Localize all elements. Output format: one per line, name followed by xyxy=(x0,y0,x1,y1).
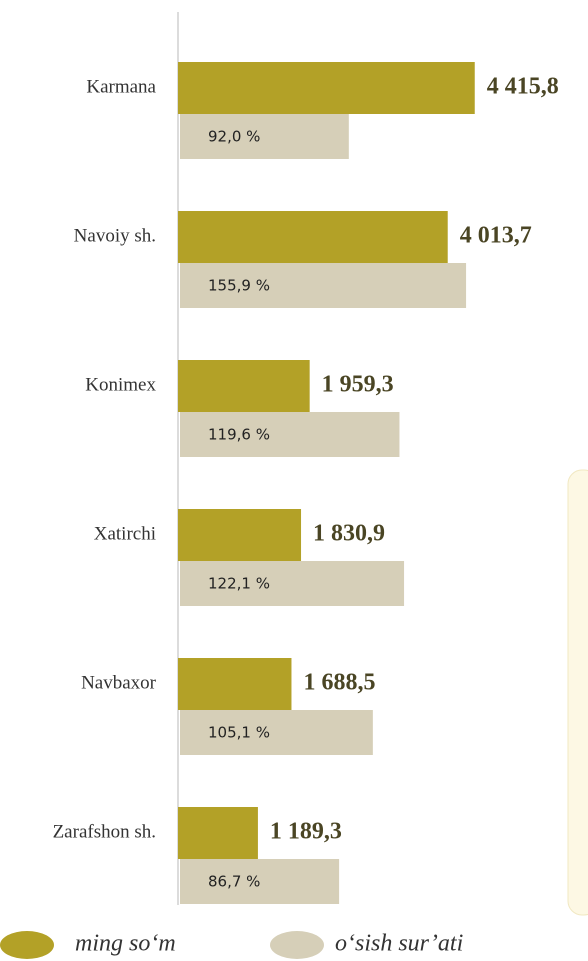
legend-label: o‘sish sur’ati xyxy=(335,931,463,957)
bar xyxy=(180,561,405,606)
value-label: 1 959,3 xyxy=(322,372,394,398)
bar xyxy=(178,360,310,412)
value-label: 92,0 % xyxy=(208,128,260,146)
bar xyxy=(180,859,340,904)
value-label: 105,1 % xyxy=(208,724,270,742)
value-label: 155,9 % xyxy=(208,277,270,295)
bar xyxy=(178,658,292,710)
bar xyxy=(178,211,448,263)
bar xyxy=(180,263,467,308)
value-label: 1 830,9 xyxy=(313,521,385,547)
value-label: 122,1 % xyxy=(208,575,270,593)
legend-swatch xyxy=(0,931,54,959)
category-label: Navbaxor xyxy=(81,672,157,693)
category-label: Navoiy sh. xyxy=(74,225,156,246)
bar xyxy=(180,412,400,457)
category-label: Xatirchi xyxy=(94,523,156,544)
category-label: Zarafshon sh. xyxy=(53,821,156,842)
value-label: 4 415,8 xyxy=(487,74,559,100)
value-label: 86,7 % xyxy=(208,873,260,891)
category-label: Karmana xyxy=(86,76,156,97)
value-label: 119,6 % xyxy=(208,426,270,444)
bar xyxy=(178,807,258,859)
value-label: 4 013,7 xyxy=(460,223,532,249)
category-label: Konimex xyxy=(85,374,156,395)
legend-swatch xyxy=(270,931,324,959)
bar xyxy=(180,710,373,755)
bar xyxy=(180,114,349,159)
value-label: 1 189,3 xyxy=(270,819,342,845)
legend-label: ming so‘m xyxy=(75,931,176,957)
side-panel xyxy=(567,469,588,916)
value-label: 1 688,5 xyxy=(303,670,375,696)
bar xyxy=(178,509,302,561)
bar xyxy=(178,62,475,114)
